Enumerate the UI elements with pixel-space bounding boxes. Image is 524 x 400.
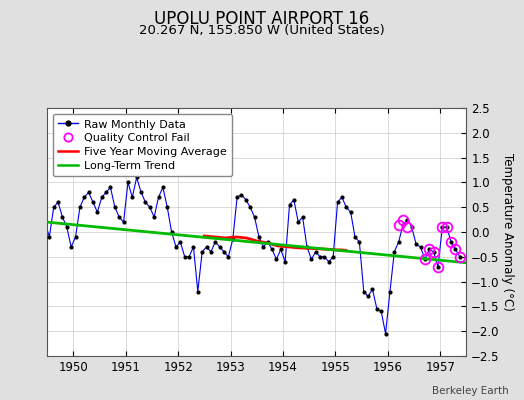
Text: Berkeley Earth: Berkeley Earth: [432, 386, 508, 396]
Text: UPOLU POINT AIRPORT 16: UPOLU POINT AIRPORT 16: [155, 10, 369, 28]
Legend: Raw Monthly Data, Quality Control Fail, Five Year Moving Average, Long-Term Tren: Raw Monthly Data, Quality Control Fail, …: [53, 114, 232, 176]
Text: 20.267 N, 155.850 W (United States): 20.267 N, 155.850 W (United States): [139, 24, 385, 37]
Y-axis label: Temperature Anomaly (°C): Temperature Anomaly (°C): [500, 153, 514, 311]
